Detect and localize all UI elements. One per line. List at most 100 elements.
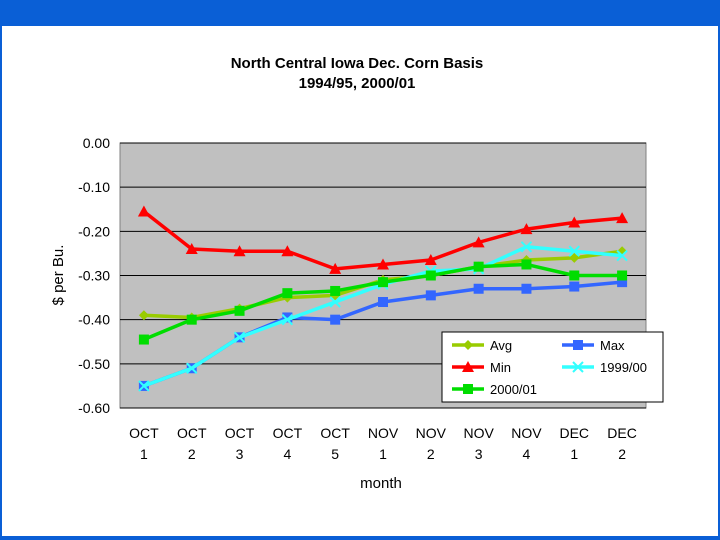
data-point-max — [425, 290, 436, 301]
data-point-2000-01 — [521, 259, 532, 270]
marker-stroke — [281, 313, 294, 326]
data-point-min — [424, 254, 437, 266]
marker-stroke — [233, 331, 246, 344]
legend-swatch-marker — [573, 340, 583, 350]
data-point-2000-01 — [186, 314, 197, 325]
x-tick-label: 2 — [427, 446, 435, 462]
data-point-min — [520, 223, 533, 235]
marker-stroke — [568, 245, 580, 257]
x-tick-label: DEC — [607, 425, 637, 441]
y-tick-labels: 0.00 -0.10 -0.20 -0.30 -0.40 -0.50 -0.60 — [78, 135, 110, 416]
data-point-2000-01 — [378, 277, 388, 288]
x-tick-label: 4 — [283, 446, 291, 462]
y-tick-label: -0.30 — [78, 268, 110, 284]
legend-swatch-marker — [572, 361, 584, 373]
y-tick-label: -0.40 — [78, 312, 110, 328]
x-tick-label: 2 — [618, 446, 626, 462]
series-2000-01 — [138, 259, 628, 345]
legend-label: Max — [600, 338, 625, 353]
data-point-avg — [617, 246, 628, 257]
legend: Avg Max Min 1999/00 2000/01 — [441, 331, 664, 403]
chart-subtitle: 1994/95, 2000/01 — [299, 75, 416, 92]
data-point-2000-01 — [617, 270, 628, 281]
data-point-2000-01 — [330, 285, 341, 296]
marker-stroke — [329, 296, 341, 308]
data-point-avg — [138, 310, 149, 321]
x-tick-label: 2 — [188, 446, 196, 462]
data-point-2000-01 — [234, 305, 245, 316]
data-point-min — [281, 245, 294, 257]
x-tick-label: 3 — [236, 446, 244, 462]
data-point-1999-00 — [186, 362, 198, 374]
data-point-max — [473, 283, 484, 294]
data-point-max — [282, 312, 293, 323]
data-point-avg — [569, 252, 580, 263]
data-point-2000-01 — [569, 270, 580, 281]
data-point-2000-01 — [425, 270, 436, 281]
data-point-2000-01 — [473, 261, 484, 272]
legend-label: Min — [490, 360, 511, 375]
marker-stroke — [616, 249, 628, 262]
data-point-max — [569, 281, 580, 292]
x-tick-label: NOV — [511, 425, 542, 441]
y-axis-title: $ per Bu. — [50, 245, 67, 306]
data-point-2000-01 — [138, 334, 149, 345]
data-point-min — [185, 243, 198, 254]
marker-stroke — [520, 241, 533, 253]
data-point-min — [377, 258, 389, 270]
data-point-min — [137, 205, 150, 217]
legend-swatch-marker — [463, 384, 473, 394]
top-bar — [0, 0, 720, 26]
x-tick-label: 1 — [379, 446, 387, 462]
x-tick-label: DEC — [559, 425, 589, 441]
y-tick-label: -0.50 — [78, 356, 110, 372]
series-lines — [137, 205, 629, 392]
x-tick-label: 1 — [140, 446, 148, 462]
x-tick-label: NOV — [368, 425, 399, 441]
y-tick-label: 0.00 — [83, 135, 110, 151]
data-point-1999-00 — [138, 380, 150, 392]
data-point-min — [329, 262, 342, 274]
data-point-min — [472, 236, 485, 248]
x-tick-label: NOV — [416, 425, 447, 441]
x-tick-label: 5 — [331, 446, 339, 462]
x-tick-label: 4 — [523, 446, 531, 462]
x-tick-label: OCT — [273, 425, 303, 441]
data-point-1999-00 — [233, 331, 246, 344]
data-point-1999-00 — [281, 313, 294, 326]
data-point-1999-00 — [616, 249, 628, 262]
x-tick-labels: OCT 1 OCT 2 OCT 3 OCT 4 OCT 5 NOV 1 NOV 2 NOV 3 NOV 4 DEC 1… — [129, 425, 637, 462]
x-tick-label: OCT — [225, 425, 255, 441]
chart-title: North Central Iowa Dec. Corn Basis — [231, 55, 484, 72]
legend-entry-min: Min — [452, 360, 511, 375]
data-point-1999-00 — [329, 296, 341, 308]
legend-label: Avg — [490, 338, 512, 353]
data-point-max — [378, 297, 388, 307]
x-tick-label: OCT — [177, 425, 207, 441]
x-tick-label: OCT — [320, 425, 350, 441]
legend-label: 1999/00 — [600, 360, 647, 375]
legend-label: 2000/01 — [490, 382, 537, 397]
data-point-max — [617, 277, 628, 288]
x-tick-label: NOV — [463, 425, 494, 441]
marker-stroke — [138, 380, 150, 392]
y-tick-label: -0.20 — [78, 223, 110, 239]
data-point-2000-01 — [282, 288, 293, 299]
x-axis-title: month — [360, 475, 402, 492]
data-point-max — [521, 283, 532, 294]
legend-swatch-marker — [462, 361, 474, 372]
marker-stroke — [186, 362, 198, 374]
legend-entry-1999-00: 1999/00 — [562, 360, 647, 375]
x-tick-label: 3 — [475, 446, 483, 462]
legend-swatch-marker — [463, 340, 473, 350]
data-point-1999-00 — [520, 241, 533, 253]
data-point-min — [616, 212, 629, 224]
data-point-min — [568, 216, 581, 228]
legend-entry-avg: Avg — [452, 338, 512, 353]
x-tick-label: 1 — [570, 446, 578, 462]
data-point-max — [330, 314, 341, 325]
legend-entry-2000-01: 2000/01 — [452, 382, 537, 397]
data-point-1999-00 — [568, 245, 580, 257]
series-min — [137, 205, 629, 274]
